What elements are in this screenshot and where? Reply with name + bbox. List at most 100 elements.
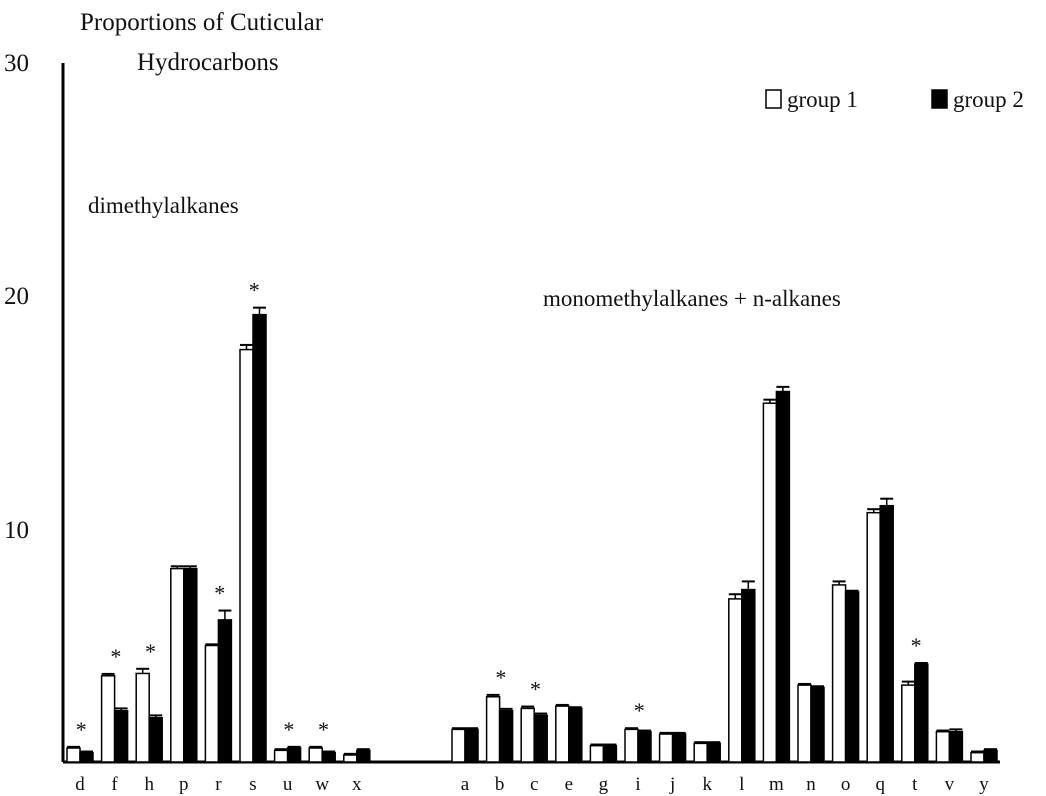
y-tick-label-30: 30: [4, 50, 29, 77]
bar-j-group-2: [671, 733, 687, 763]
bar-d-group-2: [79, 751, 94, 763]
bar-k-group-1: [693, 742, 708, 763]
bar-j-group-1: [658, 733, 674, 763]
significance-star-f: *: [110, 644, 121, 669]
bar-t-group-2: [914, 663, 929, 763]
bar-u-group-1: [273, 749, 289, 763]
bar-e-group-2: [568, 707, 583, 763]
x-tick-label-v: v: [945, 774, 955, 795]
bar-p-group-1: [170, 567, 185, 763]
bar-g-group-2: [602, 744, 618, 763]
bars-layer: * * * * * * * * * * *: [66, 278, 998, 763]
y-tick-label-20: 20: [4, 283, 29, 310]
x-tick-label-t: t: [912, 774, 918, 795]
legend-label-group-2: group 2: [953, 87, 1024, 112]
bar-u-group-2: [286, 747, 302, 763]
legend: group 1 group 2: [765, 87, 1024, 112]
bar-n-group-1: [797, 684, 812, 763]
x-tick-label-c: c: [530, 774, 538, 795]
bar-c-group-1: [520, 707, 535, 763]
bar-g-group-1: [589, 744, 605, 763]
group-label-monomethylalkanes: monomethylalkanes + n-alkanes: [543, 286, 841, 311]
x-tick-label-i: i: [635, 774, 640, 795]
x-tick-label-l: l: [739, 774, 744, 795]
x-tick-label-h: h: [144, 774, 154, 795]
y-axis: 10 20 30: [4, 50, 65, 762]
x-tick-label-x: x: [352, 774, 362, 795]
bar-x-group-1: [343, 754, 358, 763]
significance-star-i: *: [634, 698, 645, 723]
x-tick-label-j: j: [669, 774, 675, 795]
x-tick-label-p: p: [179, 774, 189, 795]
legend-label-group-1: group 1: [787, 87, 858, 112]
bar-n-group-2: [810, 686, 825, 763]
x-tick-label-a: a: [461, 774, 470, 795]
x-tick-label-o: o: [841, 774, 851, 795]
bar-s-group-1: [239, 348, 254, 763]
significance-star-r: *: [214, 581, 225, 606]
bar-b-group-1: [485, 696, 501, 763]
x-tick-label-q: q: [875, 774, 885, 795]
x-tick-label-g: g: [599, 774, 609, 795]
bar-q-group-2: [879, 504, 894, 763]
bar-t-group-1: [901, 684, 916, 763]
chart-title-line-2: Hydrocarbons: [137, 49, 279, 76]
bar-l-group-2: [741, 588, 756, 763]
bar-h-group-2: [148, 716, 163, 763]
x-tick-label-e: e: [565, 774, 573, 795]
bar-o-group-2: [844, 591, 860, 763]
bar-d-group-1: [66, 747, 81, 763]
bar-m-group-2: [775, 390, 791, 763]
bar-w-group-1: [308, 747, 323, 763]
bar-f-group-2: [113, 709, 129, 763]
bar-r-group-2: [217, 619, 233, 763]
bar-h-group-1: [135, 672, 150, 763]
significance-star-u: *: [283, 717, 294, 742]
bar-r-group-1: [204, 644, 220, 763]
bar-l-group-1: [728, 598, 743, 763]
x-tick-label-f: f: [111, 774, 118, 795]
bar-v-group-1: [935, 730, 951, 763]
x-tick-label-b: b: [495, 774, 505, 795]
significance-star-b: *: [495, 665, 506, 690]
bar-x-group-2: [356, 749, 371, 763]
bar-w-group-2: [321, 751, 336, 763]
x-tick-label-m: m: [769, 774, 784, 795]
bar-a-group-2: [464, 728, 479, 763]
bar-s-group-2: [252, 313, 267, 763]
bar-f-group-1: [100, 675, 116, 763]
bar-e-group-1: [555, 705, 570, 763]
bar-y-group-2: [983, 749, 998, 763]
legend-swatch-group-2: [931, 89, 948, 109]
significance-star-s: *: [249, 278, 260, 303]
x-tick-label-k: k: [702, 774, 712, 795]
x-tick-label-s: s: [249, 774, 256, 795]
significance-star-t: *: [911, 633, 922, 658]
bar-p-group-2: [183, 567, 198, 763]
bar-k-group-2: [706, 742, 721, 763]
y-tick-label-10: 10: [4, 517, 29, 544]
significance-star-w: *: [318, 717, 329, 742]
bar-b-group-2: [498, 709, 514, 763]
significance-star-c: *: [530, 677, 541, 702]
x-tick-label-w: w: [315, 774, 329, 795]
significance-star-h: *: [145, 639, 156, 664]
x-tick-label-u: u: [283, 774, 293, 795]
group-label-dimethylalkanes: dimethylalkanes: [88, 193, 239, 218]
x-tick-label-d: d: [75, 774, 85, 795]
bar-i-group-2: [637, 730, 652, 763]
bar-i-group-1: [624, 728, 639, 763]
x-tick-label-y: y: [979, 774, 989, 795]
bar-q-group-1: [866, 511, 881, 763]
bar-y-group-1: [970, 751, 985, 763]
legend-swatch-group-1: [765, 89, 782, 109]
x-tick-label-n: n: [806, 774, 816, 795]
bar-m-group-1: [762, 402, 778, 763]
x-tick-label-r: r: [215, 774, 222, 795]
chart-title-line-1: Proportions of Cuticular: [80, 9, 324, 36]
bar-v-group-2: [948, 730, 964, 763]
bar-c-group-2: [533, 714, 548, 763]
bar-o-group-1: [831, 584, 847, 763]
